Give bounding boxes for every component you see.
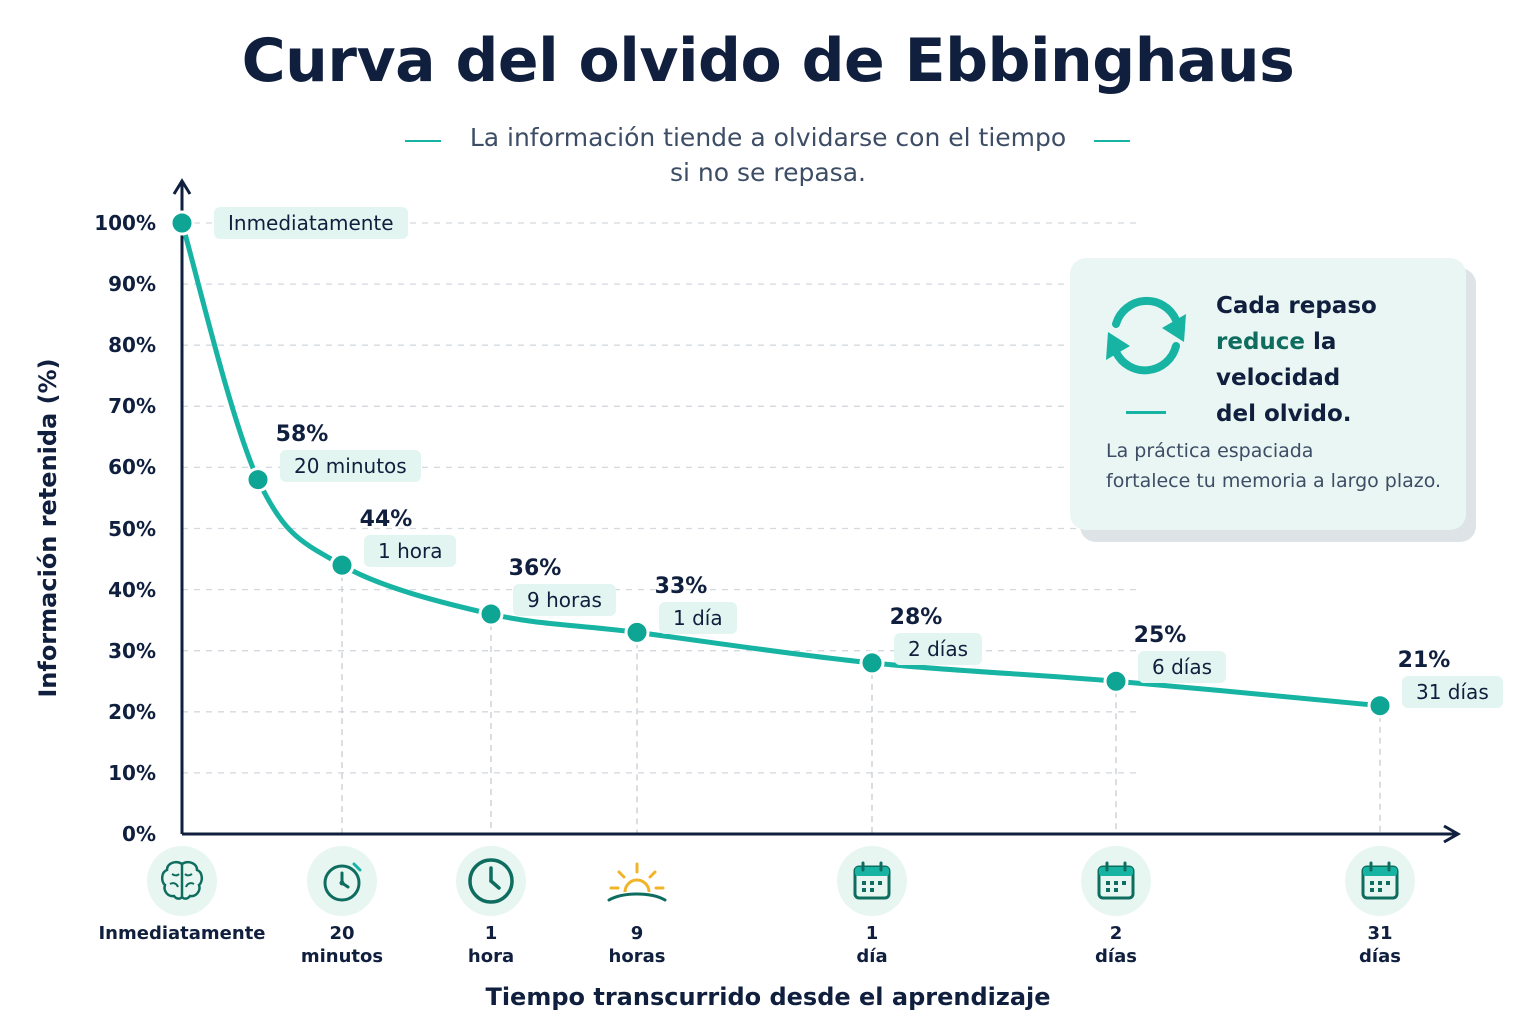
point-value-label: 21%: [1397, 647, 1451, 673]
tip-card-body: La práctica espaciada fortalece tu memor…: [1106, 436, 1456, 496]
x-tick-label-line-2: días: [1095, 946, 1137, 967]
point-value-label: 33%: [654, 574, 708, 600]
x-tick-label-line-2: días: [1359, 946, 1401, 967]
chart-title: Curva del olvido de Ebbinghaus: [241, 26, 1295, 96]
tip-card: Cada repaso reduce la velocidad del olvi…: [1070, 258, 1466, 530]
refresh-cycle-icon: [1106, 296, 1186, 375]
x-tick-label-line-1: 9: [630, 923, 644, 944]
point-tag: 6 días: [1138, 651, 1227, 684]
calendar-icon-glyph: [1361, 861, 1399, 900]
x-tick-label: 20 minutos: [257, 922, 427, 968]
data-point: [169, 210, 195, 236]
tip-card-heading-accent: reduce: [1216, 329, 1306, 355]
subtitle-line-2: si no se repasa.: [670, 158, 866, 187]
x-tick-label: 9 horas: [552, 922, 722, 968]
x-tick-label: 31 días: [1295, 922, 1465, 968]
x-tick-label: 2 días: [1031, 922, 1201, 968]
y-tick-label: 60%: [108, 455, 156, 480]
clock-icon-glyph: [468, 858, 514, 904]
point-value-label: 58%: [275, 421, 329, 447]
y-tick-label: 0%: [122, 822, 156, 846]
x-tick-label: Inmediatamente: [97, 922, 267, 945]
y-axis-title: Información retenida (%): [34, 358, 62, 698]
x-tick-label-line-1: 1: [484, 923, 498, 944]
y-tick-label: 100%: [94, 211, 156, 235]
sunrise-icon-glyph: [607, 862, 667, 902]
calendar-icon-glyph: [853, 861, 891, 900]
tip-card-heading: Cada repaso reduce la velocidad del olvi…: [1216, 288, 1456, 432]
sunrise-icon: [602, 846, 672, 916]
calendar-icon: [837, 846, 907, 916]
point-tag: 1 hora: [364, 535, 457, 568]
point-value-label: 25%: [1133, 623, 1187, 649]
x-tick-label-line-2: día: [856, 946, 888, 967]
x-tick-label: 1 hora: [406, 922, 576, 968]
data-point: [478, 601, 504, 627]
point-tag: 20 minutos: [280, 449, 421, 482]
tip-card-body-line-1: La práctica espaciada: [1106, 440, 1314, 462]
tip-card-heading-line-2: reduce la velocidad: [1216, 324, 1456, 396]
tip-card-heading-line-3: del olvido.: [1216, 401, 1352, 427]
brain-icon-glyph: [161, 861, 203, 900]
data-point: [624, 619, 650, 645]
x-tick-label-line-2: hora: [467, 946, 515, 967]
point-tag: 1 día: [659, 602, 737, 635]
subtitle-dash-right: [1094, 140, 1130, 142]
y-tick-label: 40%: [108, 577, 156, 602]
x-axis-arrow: [1443, 824, 1462, 844]
data-point: [245, 467, 271, 493]
x-tick-label-line-1: 20: [329, 923, 355, 944]
y-tick-label: 80%: [108, 333, 156, 358]
data-point: [329, 552, 355, 578]
tip-card-heading-rest: la velocidad: [1216, 329, 1341, 391]
point-value-label: 28%: [889, 604, 943, 630]
point-tag: Inmediatamente: [214, 207, 408, 239]
stopwatch-icon-glyph: [323, 862, 362, 902]
y-axis-arrow: [172, 178, 192, 195]
tip-card-divider: [1126, 411, 1166, 414]
data-point: [1367, 693, 1393, 719]
data-point: [859, 650, 885, 676]
x-tick-label-line-1: Inmediatamente: [98, 923, 266, 944]
x-tick-label-line-1: 1: [865, 923, 879, 944]
y-tick-label: 70%: [108, 394, 156, 419]
y-tick-label: 50%: [108, 516, 156, 541]
stopwatch-icon: [307, 846, 377, 916]
calendar-icon: [1081, 846, 1151, 916]
subtitle-dash-left: [405, 140, 441, 142]
point-value-label: 36%: [508, 556, 562, 582]
x-tick-label-line-1: 31: [1367, 923, 1393, 944]
point-tag: 2 días: [894, 632, 983, 665]
x-axis-title: Tiempo transcurrido desde el aprendizaje: [485, 983, 1051, 1011]
subtitle-line-1: La información tiende a olvidarse con el…: [469, 123, 1067, 152]
tip-card-body-line-2: fortalece tu memoria a largo plazo.: [1106, 470, 1442, 492]
y-tick-label: 90%: [108, 272, 156, 297]
clock-icon: [456, 846, 526, 916]
point-tag: 31 días: [1402, 675, 1503, 708]
x-tick-label-line-1: 2: [1109, 923, 1123, 944]
y-tick-label: 20%: [108, 699, 156, 724]
x-tick-label: 1 día: [787, 922, 957, 968]
point-tag: 9 horas: [513, 584, 616, 617]
x-tick-label-line-2: minutos: [300, 946, 384, 967]
calendar-icon: [1345, 846, 1415, 916]
brain-icon: [147, 846, 217, 916]
y-tick-label: 30%: [108, 638, 156, 663]
x-tick-label-line-2: horas: [608, 946, 666, 967]
calendar-icon-glyph: [1097, 861, 1135, 900]
y-tick-label: 10%: [108, 760, 156, 785]
subtitle: La información tiende a olvidarse con el…: [368, 120, 1168, 190]
tip-card-heading-line-1: Cada repaso: [1216, 293, 1377, 319]
data-point: [1103, 668, 1129, 694]
point-value-label: 44%: [359, 507, 413, 533]
